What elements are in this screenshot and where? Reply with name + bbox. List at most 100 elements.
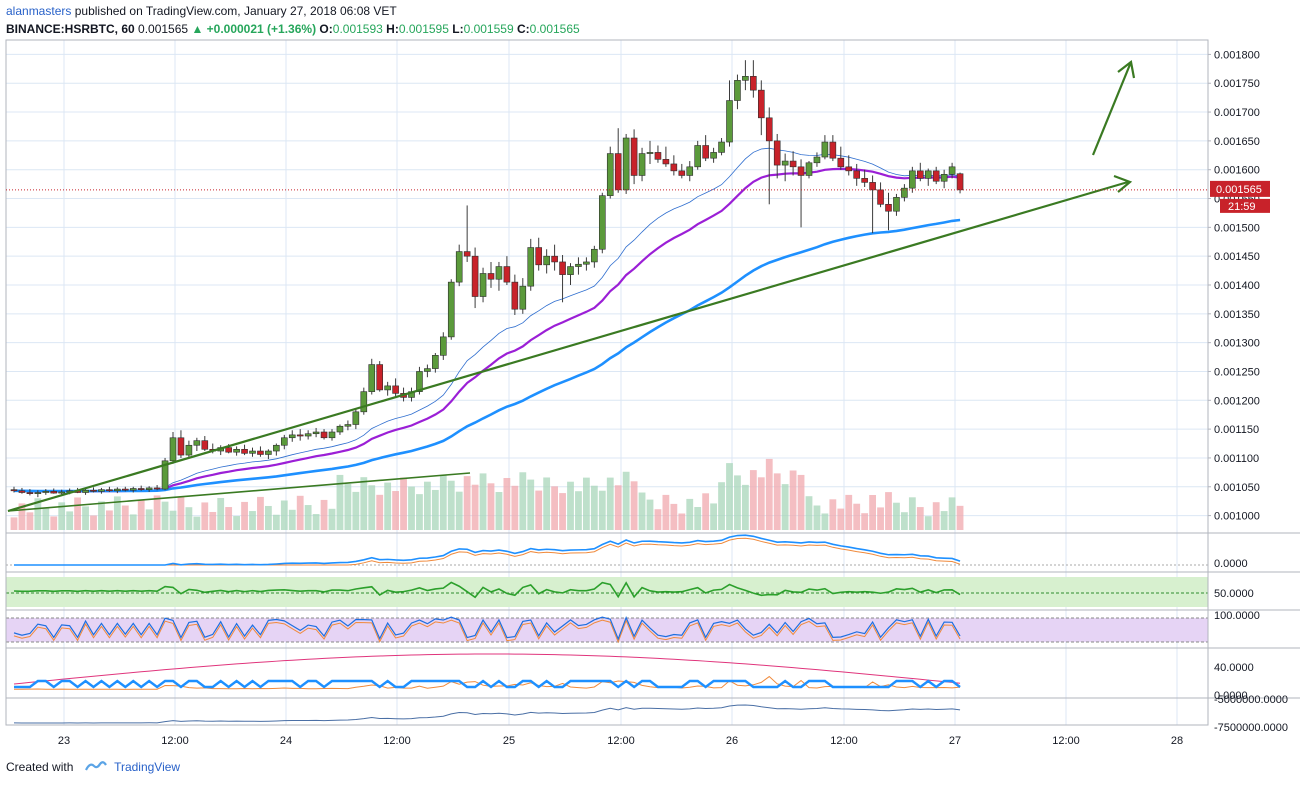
candle-body [757,89,765,119]
volume-bar [455,491,463,530]
candle-body [439,336,447,356]
volume-bar [447,480,455,530]
y-tick-label: 0.001400 [1214,280,1260,292]
y-tick-label: 0.001750 [1214,78,1260,90]
rsi-line [13,581,961,599]
volume-bar [590,485,598,530]
volume-bar [702,493,710,530]
volume-bar [145,509,153,530]
candle-body [598,195,606,250]
ema-purple-line [13,167,961,493]
candle-body [432,355,439,369]
price-change: ▲ +0.000021 (+1.36%) [191,22,317,36]
candle-body [591,248,598,263]
uptrend-line [7,180,1129,513]
candle-body [869,182,876,191]
close-label: C: [516,22,530,36]
y-tick-label: 0.001150 [1214,424,1259,436]
volume-bar [749,470,757,530]
axes: 0.001800 0.001750 0.001700 0.001650 0.001600… [5,39,1300,747]
candle-body [336,425,344,433]
volume-bar [249,511,256,530]
obv-line [13,704,961,724]
candle-body [463,251,471,257]
candle-body [257,450,264,455]
candle-body [273,444,280,452]
candle-body [686,166,694,176]
published-text: published on TradingView.com, January 27… [74,4,397,18]
arrow-head [1113,174,1133,193]
x-tick-label: 28 [1171,735,1183,747]
support-line [7,472,471,512]
volume-bar [924,516,932,530]
volume-bar [463,476,471,530]
x-tick-label: 12:00 [607,735,635,747]
volume-bar [272,514,280,530]
high-label: H: [386,22,399,36]
volume-bar [908,497,916,530]
candle-body [114,488,121,492]
candle-body [559,261,566,275]
volume-bar [129,514,137,530]
candle-body [416,371,423,392]
volume-bar [42,507,50,530]
volume-bar [861,513,869,530]
candle-body [455,251,463,283]
volume-bar [829,499,837,530]
volume-bar [360,477,368,530]
candle-body [503,266,511,283]
candle-body [344,424,352,427]
volume-bar [519,472,527,530]
volume-bar [113,496,121,530]
volume-bar [654,509,662,530]
volume-bar [288,509,296,530]
author-link[interactable]: alanmasters [6,4,72,18]
volume-bars [10,458,964,530]
volume-bar [901,512,908,530]
volume-bar [535,490,543,530]
candle-body [10,489,18,492]
volume-bar [503,478,511,530]
candle-body [280,437,288,446]
volume-bar [789,470,797,530]
candle-body [606,153,614,196]
last-price: 0.001565 [138,22,189,36]
volume-bar [90,515,97,530]
x-tick-label: 12:00 [383,735,411,747]
chart-grid [6,40,1208,725]
ema-blue-line [14,218,961,493]
volume-bar [18,503,26,530]
volume-bar [877,507,884,530]
candle-body [42,491,50,493]
indicator-panes [6,534,1208,724]
candle-body [471,255,479,297]
volume-bar [837,508,845,530]
candle-body [797,166,805,176]
candle-body [479,273,487,297]
volume-bar [241,501,248,530]
candle-body [304,433,312,437]
candle-body [18,490,26,493]
candle-body [296,434,304,437]
y-tick-label: 0.001100 [1214,453,1259,465]
volume-bar [487,483,495,530]
volume-bar [10,517,18,530]
tradingview-link[interactable]: TradingView [114,760,181,774]
volume-bar [392,491,399,530]
close-value: 0.001565 [529,22,580,36]
volume-bar [773,473,781,530]
publish-info: alanmasters published on TradingView.com… [6,4,397,18]
volume-bar [280,500,288,530]
volume-bar [940,511,948,530]
candle-body [384,385,391,391]
volume-bar [439,475,447,530]
volume-bar [662,494,670,530]
volume-bar [797,474,805,530]
candle-body [177,437,185,456]
volume-bar [336,474,344,530]
volume-bar [893,502,900,530]
countdown-badge [1220,198,1270,213]
candle-body [137,488,145,490]
volume-bar [948,497,956,530]
